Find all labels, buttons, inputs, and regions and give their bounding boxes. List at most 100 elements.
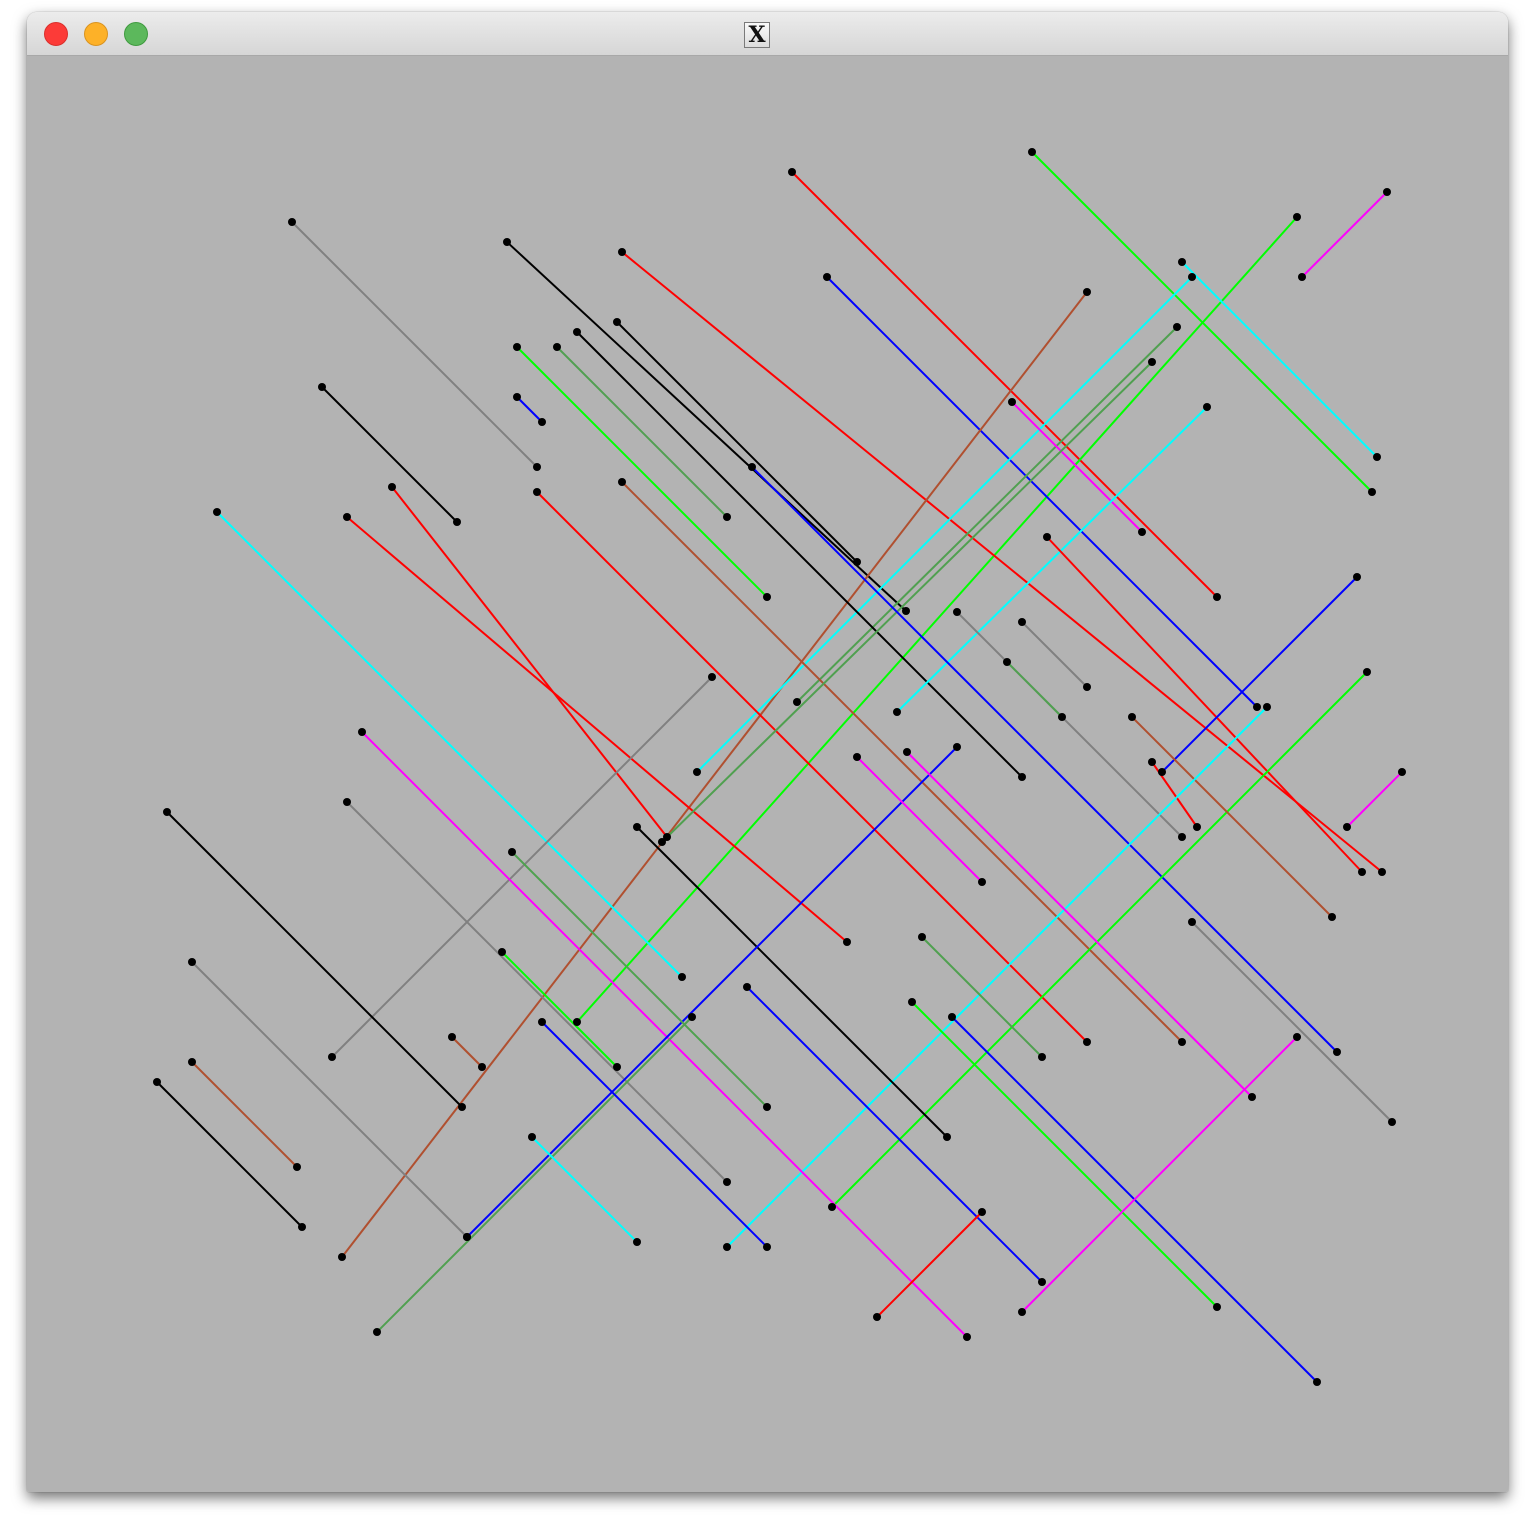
segment-endpoint [1373, 453, 1381, 461]
line-segment [191, 961, 468, 1238]
segment-endpoint [613, 318, 621, 326]
segment-endpoint [328, 1053, 336, 1061]
line-segment [516, 346, 768, 598]
line-segment [1346, 771, 1403, 828]
segment-endpoint [1058, 713, 1066, 721]
line-segment [906, 751, 1253, 1098]
segment-endpoint [448, 1033, 456, 1041]
line-segment [911, 1001, 1218, 1308]
line-segment [621, 251, 1383, 873]
segment-endpoint [1213, 593, 1221, 601]
segment-endpoint [1363, 668, 1371, 676]
line-segment [156, 1081, 303, 1228]
line-segment [346, 516, 848, 943]
segment-endpoint [873, 1313, 881, 1321]
title-bar[interactable]: X [27, 12, 1508, 56]
line-segment [831, 671, 1368, 1208]
line-segment [576, 216, 1298, 1023]
segment-endpoint [1178, 258, 1186, 266]
segment-endpoint [823, 273, 831, 281]
segment-endpoint [298, 1223, 306, 1231]
segment-endpoint [978, 1208, 986, 1216]
segment-endpoint [903, 748, 911, 756]
segment-endpoint [538, 1018, 546, 1026]
segment-endpoint [793, 698, 801, 706]
segment-endpoint [1388, 1118, 1396, 1126]
line-segment [791, 171, 1218, 598]
segment-endpoint [708, 673, 716, 681]
line-segment [321, 386, 458, 523]
segment-endpoint [1378, 868, 1386, 876]
line-segment [636, 826, 948, 1138]
segment-endpoint [1328, 913, 1336, 921]
segment-endpoint [513, 343, 521, 351]
line-segment [1011, 401, 1143, 533]
segment-endpoint [373, 1328, 381, 1336]
line-segment [1046, 536, 1363, 873]
line-segment [216, 511, 683, 978]
segment-endpoint [1358, 868, 1366, 876]
segment-endpoint [663, 833, 671, 841]
segment-endpoint [1003, 658, 1011, 666]
close-button[interactable] [44, 22, 68, 46]
segment-endpoint [293, 1163, 301, 1171]
segment-endpoint [723, 513, 731, 521]
segment-endpoint [748, 463, 756, 471]
segment-endpoint [188, 958, 196, 966]
segment-endpoint [1263, 703, 1271, 711]
line-segment [516, 396, 543, 423]
segment-endpoint [463, 1233, 471, 1241]
segment-endpoint [763, 1243, 771, 1251]
x11-app-icon: X [744, 22, 770, 48]
segment-endpoint [513, 393, 521, 401]
segment-endpoint [213, 508, 221, 516]
segment-endpoint [618, 248, 626, 256]
segment-endpoint [763, 593, 771, 601]
line-segment [896, 406, 1208, 713]
segment-endpoint [538, 418, 546, 426]
line-segment [536, 491, 1088, 1043]
segment-endpoint [658, 838, 666, 846]
line-segment [616, 321, 858, 563]
segment-endpoint [633, 1238, 641, 1246]
segment-endpoint [953, 608, 961, 616]
segment-endpoint [153, 1078, 161, 1086]
segment-endpoint [533, 463, 541, 471]
segment-endpoint [633, 823, 641, 831]
segment-endpoint [1343, 823, 1351, 831]
segment-endpoint [1353, 573, 1361, 581]
line-segment [346, 801, 728, 1183]
segment-endpoint [1333, 1048, 1341, 1056]
line-segment [1021, 621, 1088, 688]
segment-endpoint [788, 168, 796, 176]
line-segment [876, 1211, 983, 1318]
segment-endpoint [1383, 188, 1391, 196]
segment-endpoint [1128, 713, 1136, 721]
line-segment [1301, 191, 1388, 278]
zoom-button[interactable] [124, 22, 148, 46]
segment-endpoint [163, 808, 171, 816]
segment-endpoint [1193, 823, 1201, 831]
segment-endpoint [358, 728, 366, 736]
segment-endpoint [723, 1178, 731, 1186]
segment-endpoint [288, 218, 296, 226]
segment-endpoint [498, 948, 506, 956]
segment-endpoint [1173, 323, 1181, 331]
line-segment [1006, 661, 1063, 718]
segment-endpoint [1008, 398, 1016, 406]
segment-endpoint [1148, 758, 1156, 766]
minimize-button[interactable] [84, 22, 108, 46]
segment-endpoint [1248, 1093, 1256, 1101]
segment-endpoint [1018, 618, 1026, 626]
segment-endpoint [573, 328, 581, 336]
segment-endpoint [1138, 528, 1146, 536]
segment-endpoint [1398, 768, 1406, 776]
segment-endpoint [1203, 403, 1211, 411]
drawing-canvas[interactable] [27, 56, 1508, 1492]
segment-endpoint [1018, 1308, 1026, 1316]
segment-endpoint [1178, 833, 1186, 841]
line-segment [751, 466, 1338, 1053]
segment-endpoint [188, 1058, 196, 1066]
x11-window: X [27, 12, 1508, 1492]
segment-endpoint [1253, 703, 1261, 711]
